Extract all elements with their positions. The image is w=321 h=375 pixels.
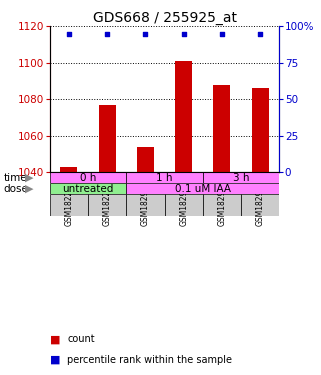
FancyBboxPatch shape xyxy=(241,194,279,216)
Text: GSM18294: GSM18294 xyxy=(217,184,226,226)
Text: 0.1 uM IAA: 0.1 uM IAA xyxy=(175,184,231,194)
Text: ■: ■ xyxy=(50,355,60,365)
Text: GSM18291: GSM18291 xyxy=(179,184,188,226)
Text: percentile rank within the sample: percentile rank within the sample xyxy=(67,355,232,365)
FancyBboxPatch shape xyxy=(203,194,241,216)
Text: GSM18295: GSM18295 xyxy=(256,184,265,226)
Title: GDS668 / 255925_at: GDS668 / 255925_at xyxy=(92,11,237,25)
Text: 3 h: 3 h xyxy=(233,173,249,183)
Point xyxy=(105,30,110,36)
Text: ■: ■ xyxy=(50,334,60,344)
Text: untreated: untreated xyxy=(62,184,114,194)
Bar xyxy=(137,147,154,172)
FancyBboxPatch shape xyxy=(126,183,279,194)
Text: time: time xyxy=(3,173,27,183)
Text: dose: dose xyxy=(3,184,28,194)
Text: GSM18229: GSM18229 xyxy=(103,184,112,226)
FancyBboxPatch shape xyxy=(126,172,203,183)
Bar xyxy=(175,61,192,172)
Text: 0 h: 0 h xyxy=(80,173,96,183)
FancyBboxPatch shape xyxy=(50,194,88,216)
Text: 1 h: 1 h xyxy=(156,173,173,183)
Bar xyxy=(213,85,230,172)
Text: GSM18228: GSM18228 xyxy=(65,184,74,225)
FancyBboxPatch shape xyxy=(203,172,279,183)
FancyBboxPatch shape xyxy=(50,183,126,194)
FancyBboxPatch shape xyxy=(164,194,203,216)
Point xyxy=(66,30,72,36)
Bar xyxy=(99,105,116,172)
Point xyxy=(181,30,186,36)
FancyBboxPatch shape xyxy=(126,194,164,216)
Text: count: count xyxy=(67,334,95,344)
Point xyxy=(219,30,224,36)
Point xyxy=(257,30,263,36)
Text: GSM18290: GSM18290 xyxy=(141,184,150,226)
FancyBboxPatch shape xyxy=(88,194,126,216)
FancyBboxPatch shape xyxy=(50,172,126,183)
Text: ▶: ▶ xyxy=(25,173,33,183)
Bar xyxy=(252,88,269,172)
Point xyxy=(143,30,148,36)
Text: ▶: ▶ xyxy=(25,184,33,194)
Bar xyxy=(60,167,77,172)
